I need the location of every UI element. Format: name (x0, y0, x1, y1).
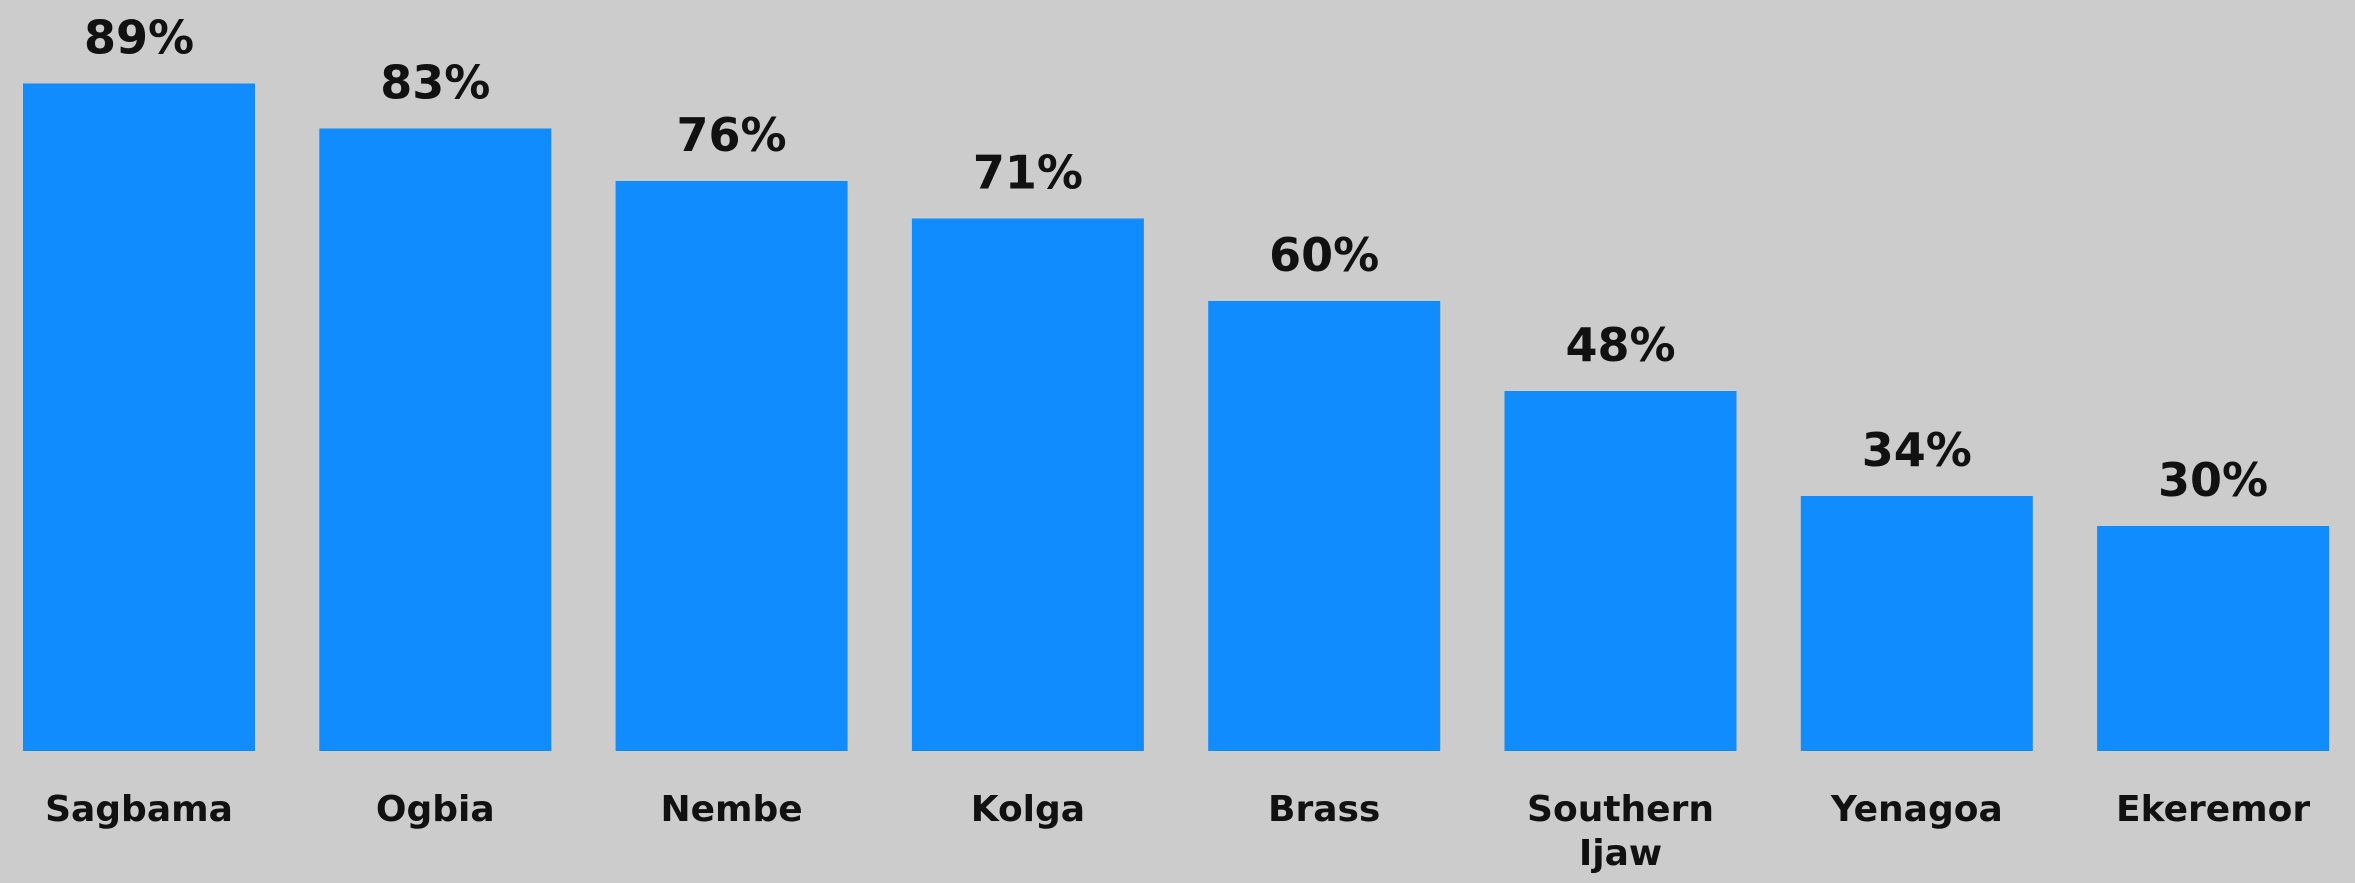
value-label: 76% (677, 108, 787, 162)
bar (23, 83, 255, 751)
bar (615, 181, 848, 751)
x-tick-label: Ekeremor (2116, 789, 2311, 830)
x-tick-label: Sagbama (45, 789, 233, 830)
value-label: 60% (1269, 228, 1379, 282)
value-label: 71% (973, 146, 1083, 200)
value-label: 34% (1862, 423, 1972, 477)
bar (911, 218, 1144, 751)
x-tick-label: Ogbia (375, 789, 495, 830)
x-tick-label: Southern Ijaw (1527, 789, 1714, 874)
bar (1800, 496, 2033, 751)
bar (2097, 526, 2330, 751)
x-tick-label: Yenagoa (1830, 789, 2003, 830)
x-tick-label: Kolga (970, 789, 1086, 830)
value-label: 48% (1565, 318, 1675, 372)
bar (319, 128, 552, 751)
value-label: 30% (2158, 453, 2268, 507)
x-tick-label: Nembe (660, 789, 803, 830)
x-tick-label: Brass (1268, 789, 1381, 830)
bar (1504, 391, 1737, 751)
value-label: 89% (84, 11, 194, 65)
value-label: 83% (380, 56, 490, 110)
bar (1208, 301, 1441, 751)
